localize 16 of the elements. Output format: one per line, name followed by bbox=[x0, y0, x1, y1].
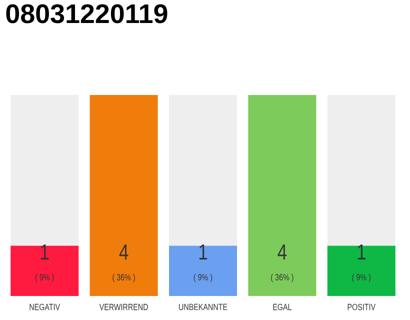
annotation: ( 36% ) bbox=[112, 274, 135, 282]
data-label: 4 bbox=[119, 244, 128, 260]
data-label: 1 bbox=[358, 244, 366, 260]
x-tick-label: EGAL bbox=[273, 304, 292, 310]
x-tick-label: NEGATIV bbox=[30, 304, 60, 310]
x-tick-label: VERWIRREND bbox=[99, 304, 148, 310]
x-tick-label: UNBEKANNTE bbox=[179, 304, 228, 310]
data-label: 1 bbox=[41, 244, 49, 260]
data-label: 4 bbox=[278, 244, 287, 260]
data-label: 1 bbox=[199, 244, 208, 260]
annotation: ( 9% ) bbox=[194, 274, 212, 282]
chart-title: 08031220119 bbox=[6, 4, 168, 24]
annotation: ( 36% ) bbox=[271, 274, 294, 282]
annotation: ( 9% ) bbox=[352, 274, 371, 282]
x-tick-label: POSITIV bbox=[348, 304, 376, 310]
annotation: ( 9% ) bbox=[35, 274, 54, 282]
